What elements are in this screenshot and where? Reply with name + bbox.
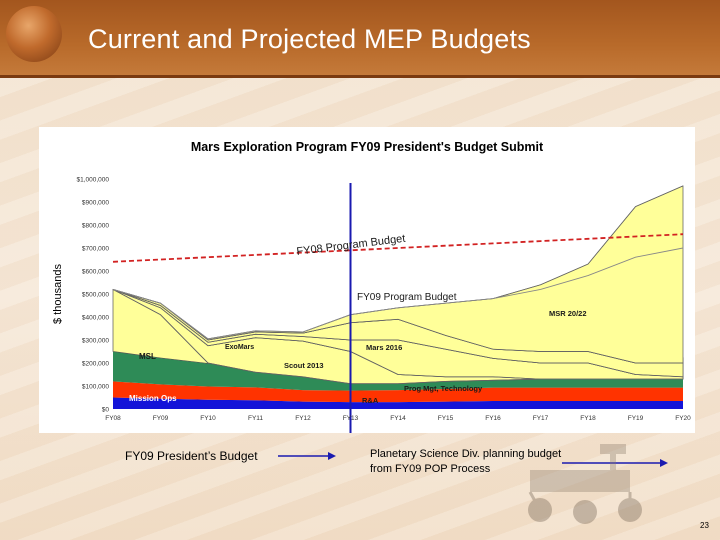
x-tick-label-fy15: FY15 xyxy=(438,415,454,422)
x-tick-label-fy18: FY18 xyxy=(580,415,596,422)
y-tick-label-4: $400,000 xyxy=(82,315,109,322)
reference-line-fy08-program-budget xyxy=(112,233,684,263)
y-tick-label-0: $0 xyxy=(102,407,110,414)
mars-planet-icon xyxy=(6,6,62,62)
chart-panel: Mars Exploration Program FY09 President'… xyxy=(39,127,695,433)
x-tick-label-fy12: FY12 xyxy=(295,415,311,422)
left-arrow-icon xyxy=(278,452,336,460)
series-label-exomars: ExoMars xyxy=(225,344,254,351)
y-tick-label-9: $900,000 xyxy=(82,200,109,207)
area-mission-ops xyxy=(113,397,683,409)
reference-line-fy09-program-budget xyxy=(112,247,684,340)
x-tick-label-fy10: FY10 xyxy=(200,415,216,422)
x-tick-label-fy09: FY09 xyxy=(153,415,169,422)
series-label-mission-ops: Mission Ops xyxy=(129,394,177,403)
budget-area-chart: Mars Exploration Program FY09 President'… xyxy=(52,140,691,433)
series-label-msl: MSL xyxy=(139,352,156,361)
x-tick-label-fy11: FY11 xyxy=(248,415,263,422)
y-axis-label: $ thousands xyxy=(52,264,64,324)
x-tick-label-fy16: FY16 xyxy=(485,415,501,422)
x-tick-label-fy13: FY13 xyxy=(343,415,359,422)
y-tick-label-1: $100,000 xyxy=(82,384,109,391)
x-tick-label-fy20: FY20 xyxy=(675,415,691,422)
x-tick-label-fy08: FY08 xyxy=(105,415,121,422)
slide-title: Current and Projected MEP Budgets xyxy=(88,24,531,54)
x-tick-label-fy17: FY17 xyxy=(533,415,549,422)
boundary-scout-2013 xyxy=(112,289,683,380)
right-arrow-icon xyxy=(562,459,668,467)
caption-planning-line1: Planetary Science Div. planning budget xyxy=(370,448,562,460)
caption-planning-budget: Planetary Science Div. planning budget f… xyxy=(370,447,610,477)
chart-title: Mars Exploration Program FY09 President'… xyxy=(191,140,544,154)
area-r-a xyxy=(113,381,683,403)
series-label-mars-2016: Mars 2016 xyxy=(366,343,402,352)
mars-rover-icon xyxy=(528,444,642,524)
caption-planning-line2: from FY09 POP Process xyxy=(370,463,491,475)
page-number: 23 xyxy=(700,521,709,530)
y-tick-label-6: $600,000 xyxy=(82,269,109,276)
series-label-msr-20-22: MSR 20/22 xyxy=(549,309,587,318)
series-label-r-a: R&A xyxy=(362,396,379,405)
y-tick-label-3: $300,000 xyxy=(82,338,109,345)
label-fy09-program-budget: FY09 Program Budget xyxy=(357,292,457,303)
caption-presidents-budget: FY09 President’s Budget xyxy=(125,449,258,463)
boundary-mars-2016 xyxy=(112,289,683,364)
x-tick-label-fy19: FY19 xyxy=(628,415,644,422)
y-tick-label-8: $800,000 xyxy=(82,223,109,230)
y-tick-label-10: $1,000,000 xyxy=(76,177,109,184)
y-tick-label-2: $200,000 xyxy=(82,361,109,368)
boundary-exomars xyxy=(112,289,684,378)
slide-header xyxy=(0,0,720,75)
x-tick-label-fy14: FY14 xyxy=(390,415,406,422)
series-label-prog-mgt-technology: Prog Mgt, Technology xyxy=(404,384,483,393)
series-label-scout-2013: Scout 2013 xyxy=(284,361,324,370)
header-rule xyxy=(0,75,720,78)
y-tick-label-7: $700,000 xyxy=(82,246,109,253)
y-tick-label-5: $500,000 xyxy=(82,292,109,299)
